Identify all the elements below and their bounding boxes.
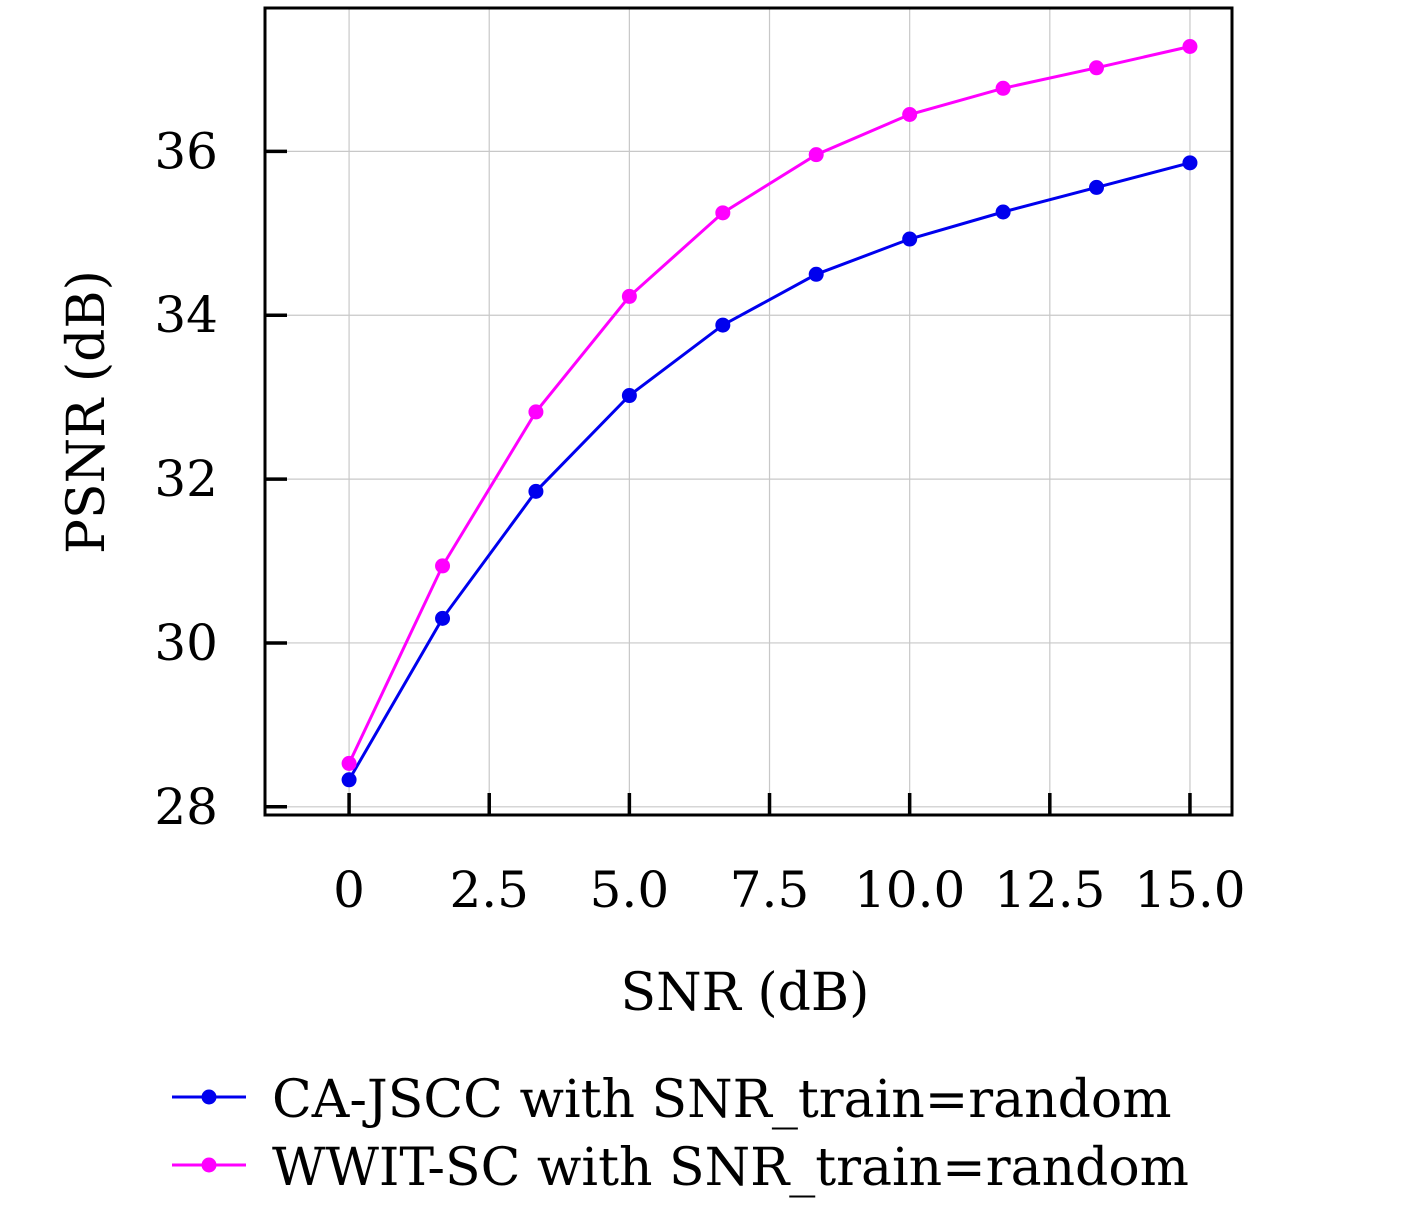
data-point	[341, 755, 357, 771]
data-point	[435, 610, 451, 626]
legend: CA-JSCC with SNR_train=random WWIT-SC wit…	[172, 1070, 1189, 1198]
legend-item: WWIT-SC with SNR_train=random	[172, 1138, 1189, 1198]
series-2	[341, 39, 1198, 771]
x-tick-label: 10.0	[854, 861, 965, 919]
x-axis-label: SNR (dB)	[621, 963, 870, 1023]
data-point	[902, 107, 918, 123]
grid	[265, 8, 1232, 815]
data-point	[621, 288, 637, 304]
data-point	[902, 231, 918, 247]
data-point	[341, 772, 357, 788]
y-axis-label: PSNR (dB)	[57, 270, 117, 554]
series-layer	[341, 39, 1198, 788]
legend-marker	[201, 1089, 217, 1105]
ticks: 0 2.5 5.0 7.5 10.0 12.5 15.0 28 30 32 34 36	[154, 122, 1245, 919]
legend-label: WWIT-SC with SNR_train=random	[272, 1138, 1189, 1198]
y-tick-label: 30	[154, 614, 218, 672]
data-point	[995, 80, 1011, 96]
data-point	[528, 483, 544, 499]
series-line	[347, 45, 1191, 765]
y-tick-label: 32	[154, 450, 218, 508]
plot-frame	[263, 6, 1234, 817]
x-tick-label: 7.5	[730, 861, 810, 919]
data-point	[621, 388, 637, 404]
data-point	[528, 404, 544, 420]
legend-marker	[201, 1157, 217, 1173]
data-point	[1182, 39, 1198, 55]
series-1	[341, 155, 1198, 788]
series-line	[347, 161, 1191, 781]
data-point	[808, 266, 824, 282]
data-point	[995, 204, 1011, 220]
data-point	[435, 558, 451, 574]
data-point	[808, 147, 824, 163]
x-tick-label: 15.0	[1134, 861, 1245, 919]
y-tick-label: 28	[154, 778, 218, 836]
y-tick-label: 36	[154, 122, 218, 180]
data-point	[715, 205, 731, 221]
legend-label: CA-JSCC with SNR_train=random	[272, 1070, 1172, 1130]
data-point	[715, 317, 731, 333]
y-tick-label: 34	[154, 286, 218, 344]
data-point	[1089, 60, 1105, 76]
x-tick-label: 5.0	[590, 861, 670, 919]
x-tick-label: 2.5	[449, 861, 529, 919]
x-tick-label: 12.5	[994, 861, 1105, 919]
data-point	[1089, 179, 1105, 195]
legend-item: CA-JSCC with SNR_train=random	[172, 1070, 1172, 1130]
x-tick-label: 0	[333, 861, 365, 919]
data-point	[1182, 155, 1198, 171]
